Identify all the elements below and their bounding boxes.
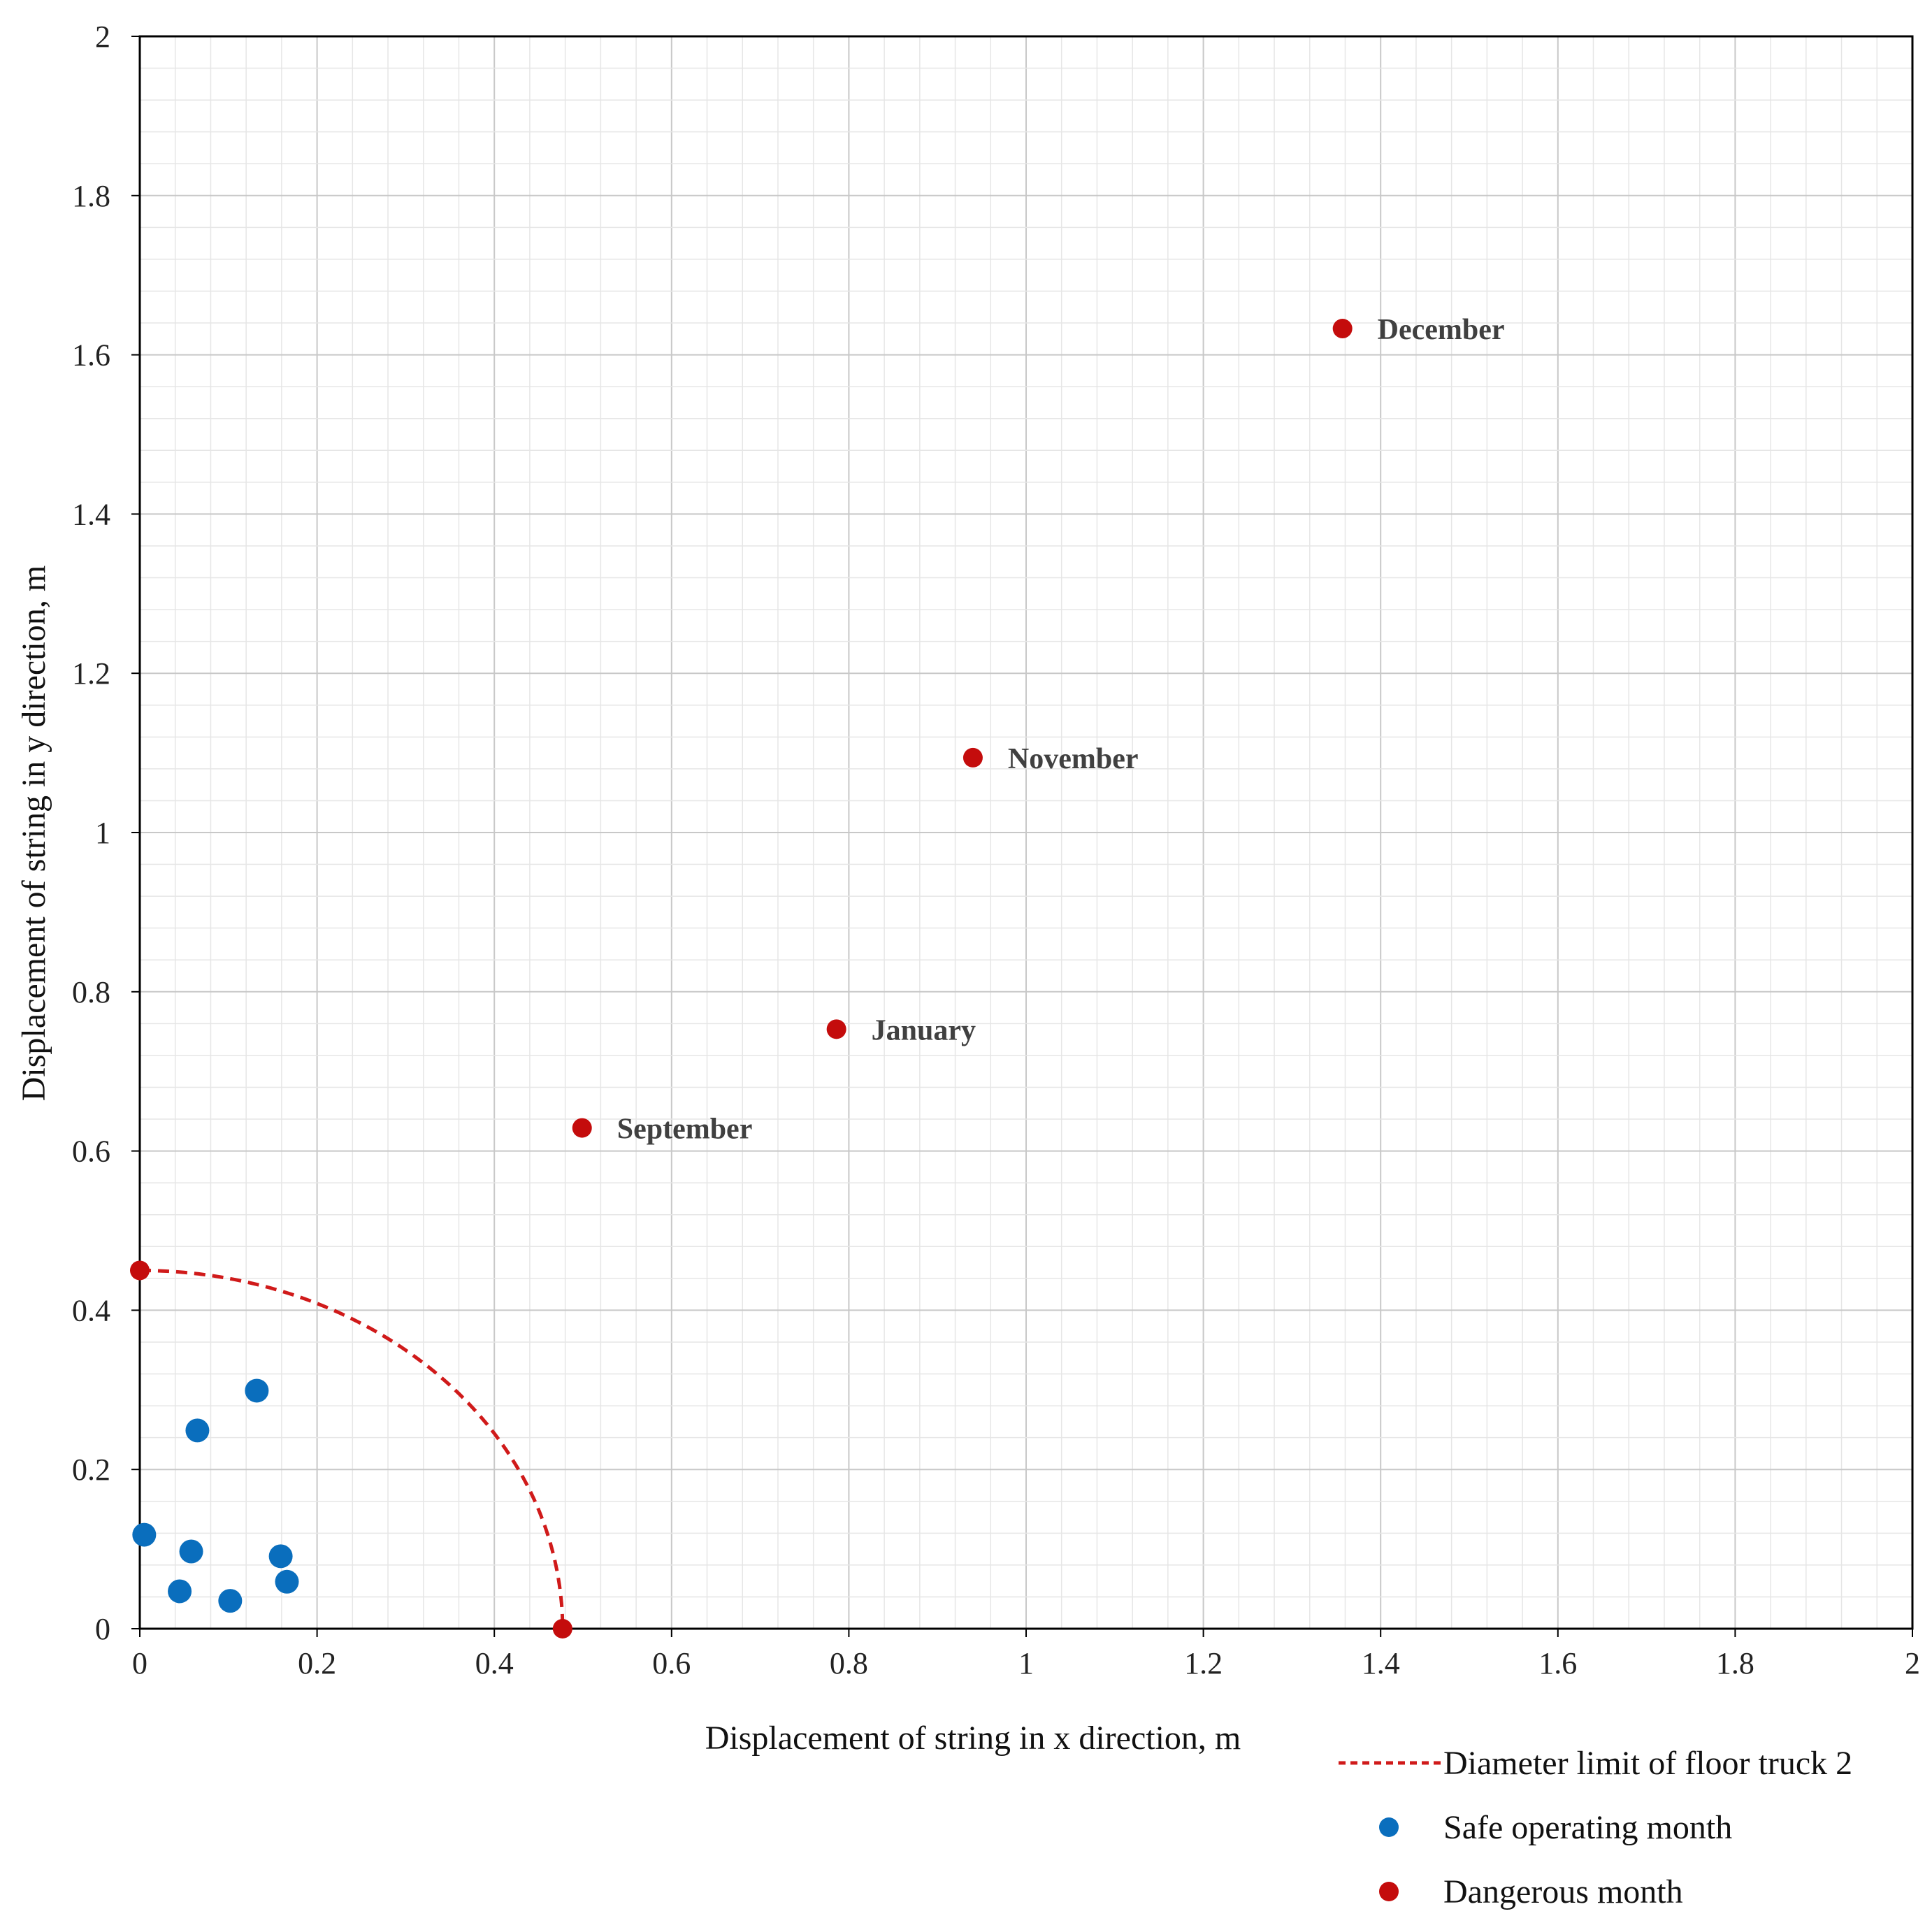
safe-month-point <box>268 1544 293 1569</box>
y-tick-label: 0.8 <box>72 975 110 1009</box>
x-axis-title: Displacement of string in x direction, m <box>705 1720 1241 1757</box>
safe-month-point <box>179 1539 203 1564</box>
dangerous-month-point <box>130 1260 150 1281</box>
point-label: September <box>617 1114 753 1146</box>
legend-label: Safe operating month <box>1443 1809 1732 1846</box>
safe-month-point <box>218 1589 243 1613</box>
x-tick-label: 1.2 <box>1184 1646 1223 1680</box>
point-label: November <box>1008 743 1139 775</box>
x-tick-label: 1 <box>1018 1646 1034 1680</box>
safe-month-point <box>168 1579 192 1604</box>
x-tick-label: 1.6 <box>1538 1646 1577 1680</box>
grid <box>139 36 1913 1629</box>
legend-label: Diameter limit of floor truck 2 <box>1443 1745 1852 1782</box>
y-tick-label: 0 <box>95 1612 110 1646</box>
point-label: December <box>1378 314 1505 346</box>
x-tick-label: 1.8 <box>1716 1646 1754 1680</box>
series: September January November December <box>130 314 1505 1638</box>
safe-month-point <box>185 1418 210 1443</box>
x-tick-label: 0.6 <box>652 1646 691 1680</box>
safe-month-point <box>245 1378 269 1403</box>
y-tick-label: 1.6 <box>72 338 110 373</box>
point-label: January <box>872 1014 976 1046</box>
dangerous-month-point <box>552 1619 572 1638</box>
y-tick-label: 2 <box>95 20 110 54</box>
dangerous-month-point <box>963 747 983 768</box>
x-tick-label: 0.4 <box>475 1646 514 1680</box>
y-tick-label: 1 <box>95 816 110 850</box>
dangerous-month-point <box>1332 319 1353 339</box>
y-tick-label: 0.6 <box>72 1135 110 1169</box>
y-tick-label: 0.4 <box>72 1293 110 1327</box>
x-tick-label: 1.4 <box>1362 1646 1400 1680</box>
y-tick-label: 1.2 <box>72 656 110 691</box>
x-tick-label: 2 <box>1905 1646 1920 1680</box>
legend-label: Dangerous month <box>1443 1873 1683 1910</box>
x-tick-label: 0 <box>132 1646 147 1680</box>
dangerous-month-point <box>826 1019 846 1039</box>
legend: Diameter limit of floor truck 2 Safe oper… <box>1339 1745 1852 1910</box>
y-tick-label: 1.4 <box>72 497 110 531</box>
y-axis-ticks: 0 0.2 0.4 0.6 0.8 1 1.2 1.4 1.6 1.8 2 <box>72 20 140 1646</box>
safe-month-point <box>132 1522 157 1547</box>
safe-month-point <box>275 1569 299 1594</box>
diameter-limit-curve <box>139 1268 565 1629</box>
legend-symbol-dot <box>1379 1882 1399 1901</box>
x-tick-label: 0.8 <box>830 1646 868 1680</box>
y-axis-title: Displacement of string in y direction, m <box>15 566 52 1102</box>
y-tick-label: 1.8 <box>72 179 110 213</box>
legend-symbol-dot <box>1379 1817 1399 1837</box>
y-tick-label: 0.2 <box>72 1453 110 1487</box>
dangerous-month-point <box>572 1118 592 1138</box>
x-tick-label: 0.2 <box>298 1646 336 1680</box>
x-axis-ticks: 0 0.2 0.4 0.6 0.8 1 1.2 1.4 1.6 1.8 2 <box>132 1629 1920 1680</box>
